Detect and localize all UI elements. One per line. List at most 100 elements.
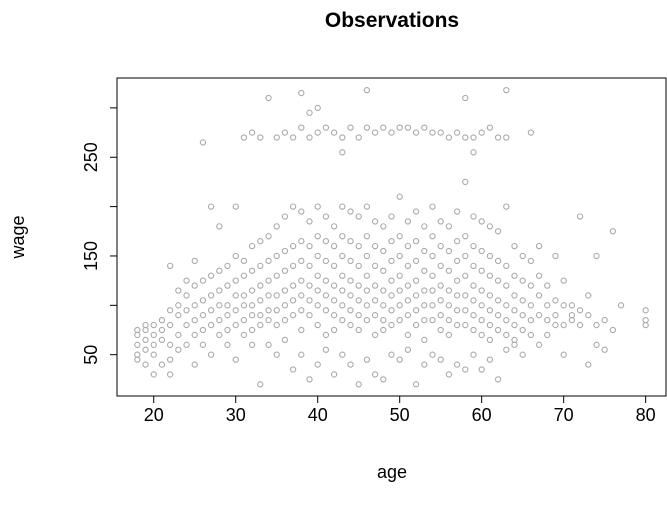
point — [330, 262, 338, 269]
point — [494, 297, 502, 304]
point — [216, 223, 223, 230]
point — [371, 218, 379, 225]
point — [150, 321, 157, 329]
point — [371, 242, 379, 250]
point — [248, 302, 256, 309]
point — [527, 302, 535, 309]
point — [273, 134, 280, 141]
point — [166, 262, 174, 269]
point — [347, 321, 354, 329]
point — [339, 351, 346, 358]
point — [330, 223, 338, 230]
point — [339, 203, 346, 210]
point — [503, 346, 510, 353]
point — [445, 223, 453, 230]
point — [224, 282, 231, 289]
point — [412, 257, 420, 265]
point — [166, 307, 174, 314]
point — [371, 297, 379, 304]
point — [453, 307, 461, 314]
y-tick-label: 50 — [81, 345, 101, 365]
x-axis-label: age — [377, 462, 407, 482]
point — [150, 351, 157, 358]
point — [470, 242, 477, 250]
point — [421, 336, 428, 344]
point — [158, 361, 166, 368]
point — [363, 203, 371, 210]
point — [445, 316, 453, 324]
point — [453, 257, 461, 265]
point — [322, 213, 330, 220]
point — [404, 312, 412, 319]
point — [445, 134, 453, 141]
point — [429, 316, 436, 324]
point — [462, 272, 469, 279]
point — [421, 223, 428, 230]
point — [134, 341, 141, 348]
point — [486, 252, 494, 260]
point — [224, 312, 231, 319]
point — [371, 312, 379, 319]
chart-title: Observations — [325, 9, 459, 32]
point — [142, 336, 149, 344]
point — [380, 247, 387, 255]
point — [421, 267, 428, 274]
y-tick-label: 150 — [81, 241, 101, 271]
point — [158, 336, 166, 344]
point — [183, 341, 190, 348]
point — [232, 307, 239, 314]
point — [371, 331, 379, 339]
point — [445, 287, 453, 294]
point — [470, 326, 477, 334]
point — [470, 134, 477, 141]
point — [257, 134, 264, 141]
point — [355, 213, 362, 220]
point — [552, 321, 559, 329]
point — [224, 326, 231, 334]
point — [527, 129, 535, 136]
point — [429, 351, 436, 358]
point — [478, 247, 485, 255]
point — [371, 371, 379, 378]
point — [207, 203, 215, 210]
point — [404, 346, 412, 353]
point — [339, 316, 346, 324]
point — [494, 326, 502, 334]
point — [380, 326, 387, 334]
point — [232, 277, 239, 284]
x-tick-label: 20 — [144, 405, 164, 425]
point — [429, 302, 436, 309]
point — [339, 272, 346, 279]
y-tick-label: 250 — [81, 142, 101, 172]
point — [412, 129, 420, 136]
point — [462, 366, 469, 373]
point — [142, 321, 149, 329]
point — [371, 262, 379, 269]
point — [330, 282, 338, 289]
point — [265, 257, 272, 265]
point — [511, 242, 518, 250]
point — [453, 292, 461, 299]
point — [519, 312, 526, 319]
point — [322, 331, 330, 339]
point — [486, 356, 494, 363]
point — [388, 321, 395, 329]
point — [437, 312, 444, 319]
point — [175, 287, 182, 294]
point — [347, 307, 354, 314]
point — [347, 277, 354, 284]
point — [478, 287, 485, 294]
point — [183, 277, 190, 284]
point — [421, 302, 428, 309]
point — [183, 292, 190, 299]
point — [322, 307, 330, 314]
point — [560, 321, 567, 329]
point — [535, 341, 543, 348]
point — [306, 376, 313, 383]
point — [404, 331, 412, 339]
point — [519, 277, 526, 284]
point — [494, 277, 502, 284]
point — [273, 272, 280, 279]
point — [207, 292, 215, 299]
